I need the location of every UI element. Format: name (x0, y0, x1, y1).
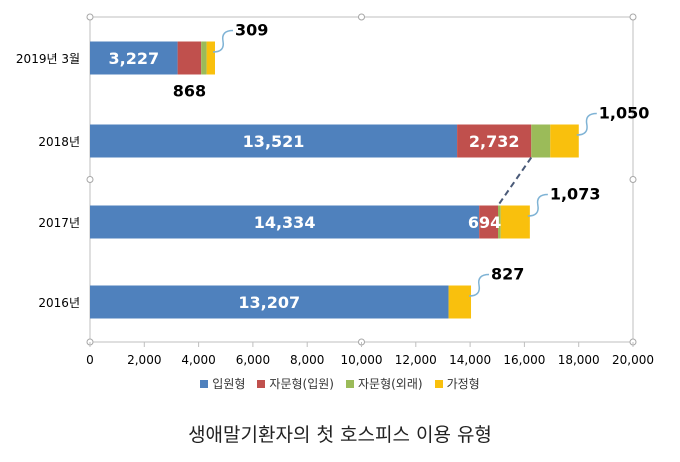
label-leader (469, 273, 490, 297)
data-label: 13,207 (238, 293, 300, 312)
x-tick-label: 6,000 (236, 353, 270, 367)
legend-swatch (257, 379, 266, 388)
legend-label: 가정형 (446, 377, 480, 391)
selection-handle (86, 176, 94, 183)
bar-segment (90, 205, 480, 239)
label-leader (212, 29, 234, 53)
legend-item: 입원형 (200, 375, 245, 392)
data-label: 1,073 (550, 185, 601, 204)
label-leader (576, 112, 597, 136)
bar-segment (550, 124, 579, 158)
legend-label: 자문형(입원) (269, 377, 334, 391)
legend-item: 가정형 (434, 375, 480, 392)
data-label: 309 (235, 21, 268, 40)
selection-handle (86, 13, 94, 21)
legend-swatch (346, 379, 354, 388)
bar-segment (206, 41, 215, 75)
legend-label: 입원형 (212, 377, 246, 391)
data-label: 14,334 (254, 213, 316, 232)
bar-segment (201, 41, 207, 75)
category-label: 2018년 (38, 135, 80, 149)
series-connector (497, 156, 533, 207)
x-tick-label: 2,000 (127, 353, 161, 367)
x-tick-label: 10,000 (341, 353, 383, 367)
data-label: 2,732 (469, 132, 520, 151)
legend-swatch (434, 379, 443, 388)
data-label: 827 (491, 265, 524, 284)
legend-item: 자문형(외래) (346, 375, 423, 392)
bar-segment (457, 124, 532, 158)
bar-segment (498, 205, 501, 239)
data-label: 1,050 (599, 104, 650, 123)
bar-segment (177, 41, 202, 75)
selection-handle (629, 13, 637, 21)
category-label: 2017년 (38, 216, 80, 230)
legend-item: 자문형(입원) (257, 375, 334, 392)
selection-handle (629, 176, 637, 183)
bar-segment (90, 124, 458, 158)
data-label: 868 (173, 82, 206, 101)
x-tick-label: 18,000 (558, 353, 600, 367)
label-leader (527, 193, 548, 217)
legend-label: 자문형(외래) (358, 377, 423, 391)
selection-handle (358, 13, 365, 21)
data-label: 694 (468, 213, 501, 232)
chart-caption: 생애말기환자의 첫 호스피스 이용 유형 (188, 424, 492, 446)
category-label: 2016년 (38, 296, 80, 310)
x-tick-label: 14,000 (449, 353, 491, 367)
data-label: 13,521 (243, 132, 305, 151)
chart-legend: 입원형 자문형(입원) 자문형(외래) 가정형 (0, 375, 680, 392)
bar-segment (500, 205, 530, 239)
bar-segment (531, 124, 551, 158)
x-tick-label: 12,000 (395, 353, 437, 367)
bar-segment (448, 285, 472, 319)
x-tick-label: 8,000 (290, 353, 324, 367)
bar-segment (479, 205, 499, 239)
x-tick-label: 20,000 (612, 353, 654, 367)
x-tick-label: 16,000 (503, 353, 545, 367)
data-label: 3,227 (109, 49, 160, 68)
legend-swatch (200, 379, 209, 388)
x-tick-label: 4,000 (181, 353, 215, 367)
bar-segment (90, 41, 178, 75)
category-label: 2019년 3월 (16, 52, 80, 66)
x-tick-label: 0 (86, 353, 94, 367)
bar-segment (90, 285, 449, 319)
